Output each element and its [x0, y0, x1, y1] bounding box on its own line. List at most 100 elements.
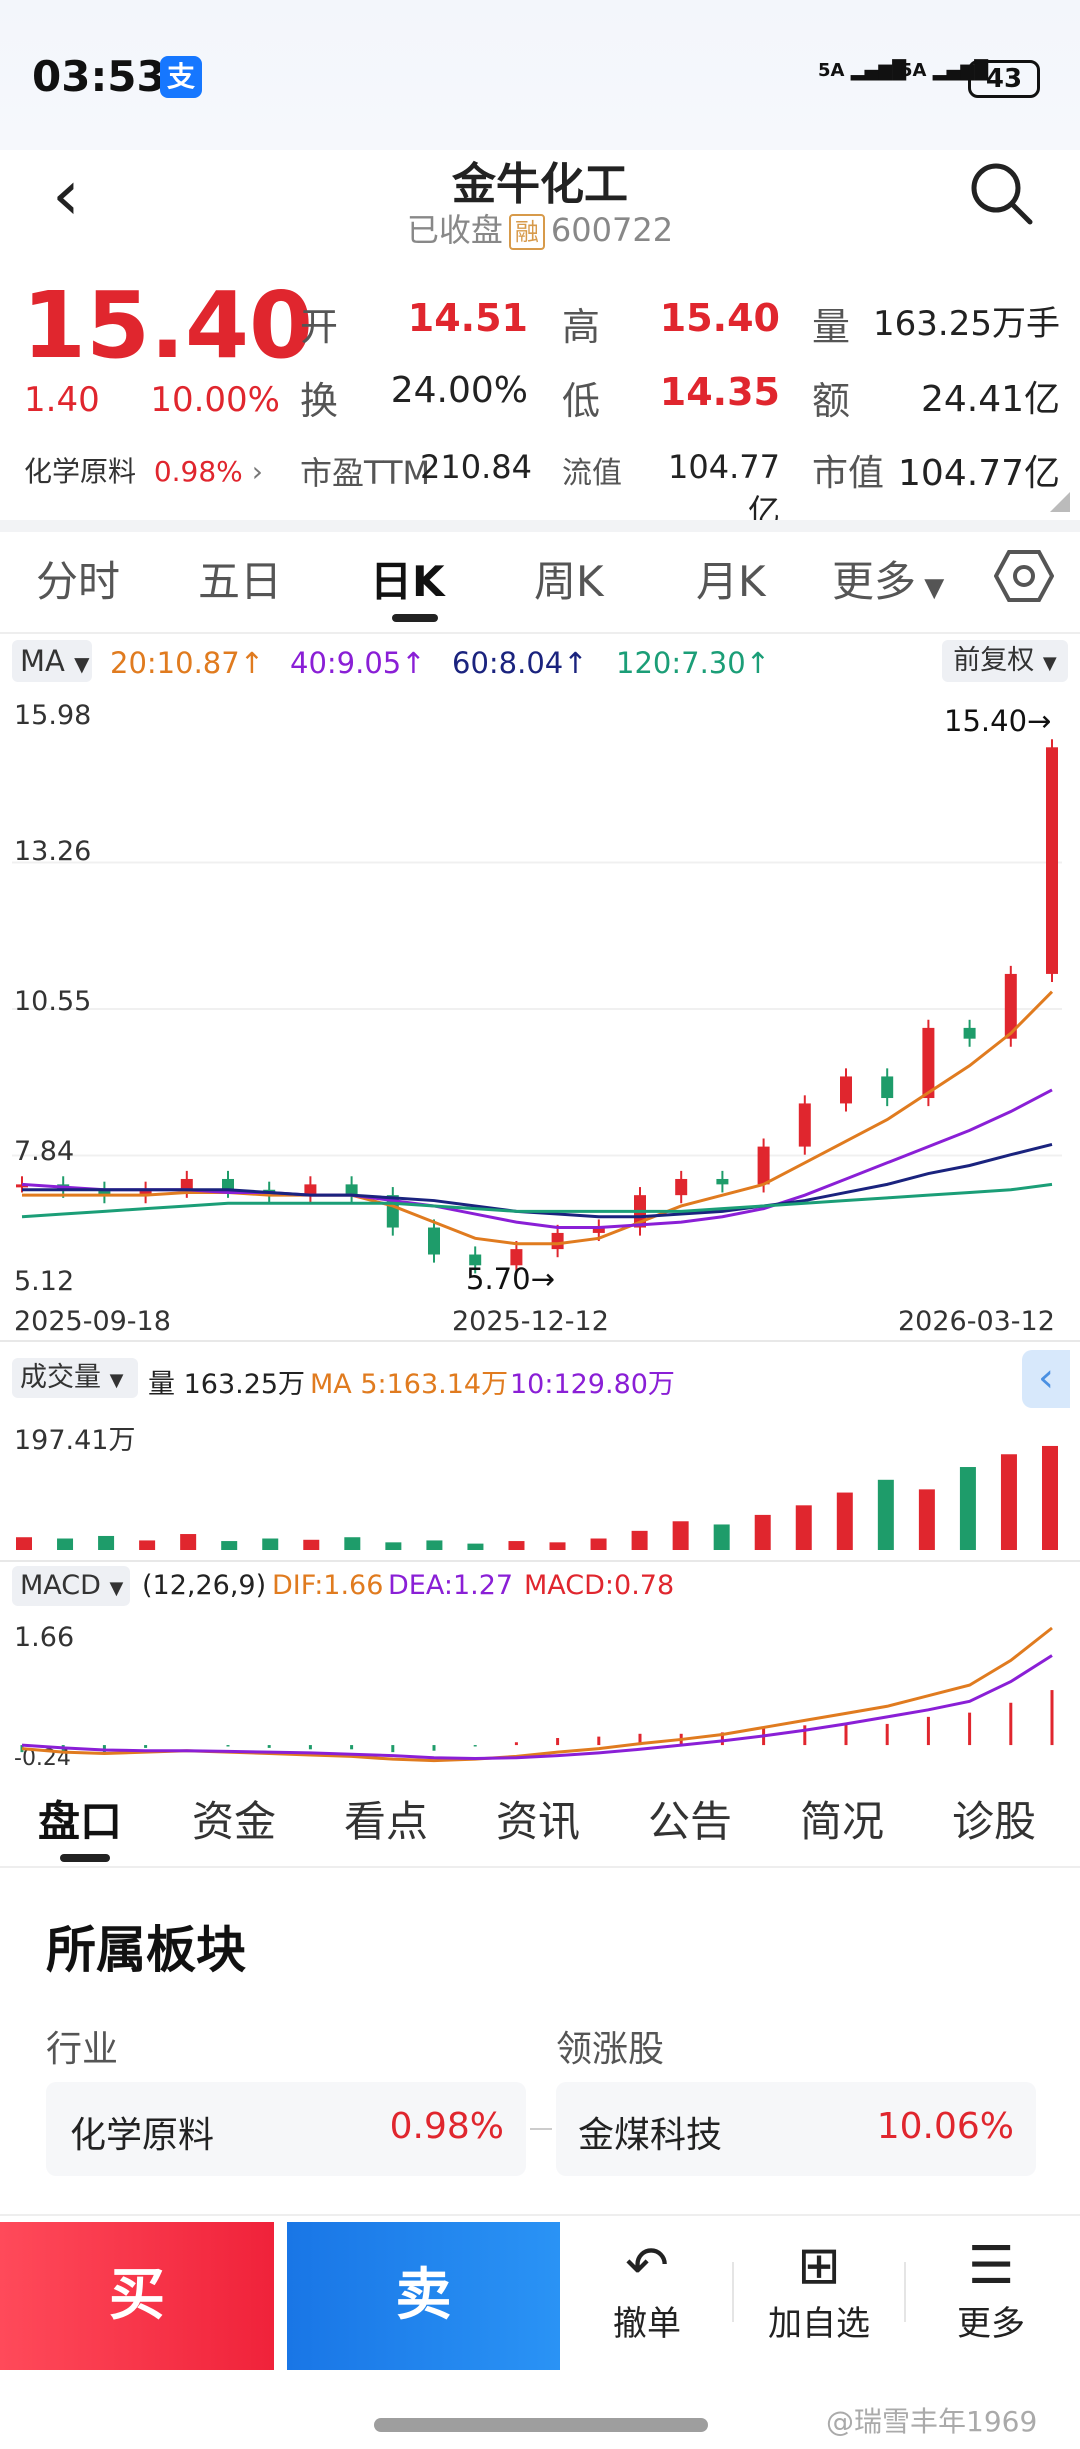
volume-bar: [877, 1479, 894, 1550]
expand-corner-icon[interactable]: [1050, 492, 1070, 512]
candle: [428, 1227, 440, 1255]
y-tick: 7.84: [14, 1136, 75, 1167]
collapse-panel-icon[interactable]: ‹: [1022, 1350, 1070, 1408]
undo-box-icon: ↶: [625, 2236, 669, 2296]
volume-bar: [139, 1540, 156, 1550]
ma-line-ma120: [21, 1182, 1053, 1219]
low-label: 低: [562, 379, 601, 423]
mcap-label: 市值: [812, 453, 885, 494]
divider: [0, 1866, 1080, 1868]
candle: [510, 1249, 523, 1266]
candle: [592, 1227, 605, 1233]
y-tick: 197.41万: [14, 1425, 136, 1456]
battery-icon: 43: [968, 60, 1040, 98]
cancel-order-button[interactable]: ↶ 撤单: [572, 2222, 722, 2370]
kline-chart[interactable]: [12, 692, 1068, 1342]
price-change: 1.40: [24, 380, 100, 420]
candle: [798, 1103, 811, 1147]
stock-name: 金牛化工: [452, 159, 628, 210]
tab-announcements[interactable]: 公告: [648, 1797, 733, 1846]
add-watchlist-button[interactable]: ⊞ 加自选: [744, 2222, 894, 2370]
industry-card[interactable]: 化学原料 0.98%: [46, 2082, 526, 2176]
high-label: 高: [562, 305, 601, 349]
float-cap-label: 流值: [562, 456, 622, 491]
volume-bar: [16, 1537, 32, 1550]
volume-bar: [959, 1467, 976, 1550]
volume-bar: [549, 1542, 566, 1550]
candle: [840, 1076, 852, 1104]
low-value: 14.35: [659, 370, 780, 414]
macd-dea: DEA:1.27: [388, 1570, 514, 1601]
candle: [675, 1178, 688, 1196]
leader-label: 领涨股: [556, 2029, 665, 2070]
candle: [98, 1189, 111, 1196]
tab-monthly-k[interactable]: 月K: [696, 557, 766, 606]
pe-value: 210.84: [420, 448, 532, 486]
macd-selector[interactable]: MACD ▼: [12, 1566, 130, 1606]
market-status: 已收盘: [406, 211, 503, 249]
search-icon[interactable]: [968, 160, 1034, 226]
settings-hex-icon[interactable]: [994, 548, 1054, 604]
y-tick: 5.12: [14, 1266, 75, 1297]
last-price: 15.40: [22, 272, 314, 379]
volume-bar: [426, 1540, 443, 1550]
sell-button[interactable]: 卖: [287, 2222, 560, 2370]
leader-pct: 10.06%: [876, 2106, 1014, 2147]
divider: [0, 520, 1080, 532]
ma-line-ma20: [22, 990, 1054, 1246]
section-title: 所属板块: [46, 1921, 246, 1979]
volume-bar: [344, 1537, 361, 1550]
divider: [732, 2262, 734, 2322]
amount-label: 额: [812, 379, 851, 423]
volume-selector[interactable]: 成交量 ▼: [12, 1358, 138, 1398]
volume-bar: [672, 1521, 689, 1550]
candle: [757, 1146, 770, 1185]
tab-diagnosis[interactable]: 诊股: [952, 1797, 1037, 1846]
home-indicator[interactable]: [374, 2418, 708, 2432]
more-button[interactable]: ☰ 更多: [916, 2222, 1066, 2370]
macd-dif: DIF:1.66: [272, 1570, 384, 1601]
tab-highlights[interactable]: 看点: [344, 1797, 429, 1846]
macd-chart[interactable]: [12, 1612, 1068, 1770]
leader-card[interactable]: 金煤科技 10.06%: [556, 2082, 1036, 2176]
tab-news[interactable]: 资讯: [496, 1797, 581, 1846]
turnover-label: 换: [300, 379, 339, 423]
tab-order-book[interactable]: 盘口: [38, 1797, 123, 1846]
sector-link[interactable]: 化学原料 0.98% ›: [24, 455, 263, 488]
y-tick: 1.66: [14, 1622, 75, 1653]
volume-legend-value: 量 163.25万: [148, 1369, 306, 1400]
tab-5day[interactable]: 五日: [198, 557, 283, 606]
buy-button[interactable]: 买: [0, 2222, 274, 2370]
price-change-pct: 10.00%: [150, 380, 280, 420]
volume-bar: [713, 1524, 730, 1550]
volume-chart[interactable]: [12, 1404, 1068, 1556]
y-tick: 10.55: [14, 986, 92, 1017]
subtab-indicator: [60, 1854, 110, 1862]
volume-bar: [262, 1538, 279, 1550]
tab-indicator: [392, 614, 438, 622]
tab-more[interactable]: 更多 ▼: [832, 557, 945, 606]
tab-funds[interactable]: 资金: [192, 1797, 277, 1846]
back-icon[interactable]: ‹: [52, 154, 80, 236]
volume-bar: [221, 1541, 238, 1550]
ma-selector[interactable]: MA ▼: [12, 640, 92, 682]
divider: [0, 1340, 1080, 1342]
menu-icon: ☰: [967, 2236, 1015, 2296]
macd-params: (12,26,9): [142, 1570, 267, 1601]
tab-profile[interactable]: 简况: [800, 1797, 885, 1846]
tab-daily-k[interactable]: 日K: [370, 557, 445, 606]
status-time: 03:53: [32, 52, 166, 101]
tab-weekly-k[interactable]: 周K: [534, 557, 604, 606]
volume-bar: [180, 1534, 197, 1550]
adjust-selector[interactable]: 前复权 ▼: [942, 640, 1068, 682]
high-value: 15.40: [659, 296, 780, 340]
candle: [304, 1184, 317, 1196]
candle: [180, 1178, 193, 1190]
volume-bar: [1042, 1445, 1058, 1550]
ma40-value: 40:9.05↑: [290, 646, 426, 680]
tab-intraday[interactable]: 分时: [36, 557, 121, 606]
divider: [0, 2214, 1080, 2216]
alipay-icon: 支: [160, 56, 202, 98]
ma60-value: 60:8.04↑: [452, 646, 588, 680]
x-tick: 2026-03-12: [898, 1306, 1055, 1337]
